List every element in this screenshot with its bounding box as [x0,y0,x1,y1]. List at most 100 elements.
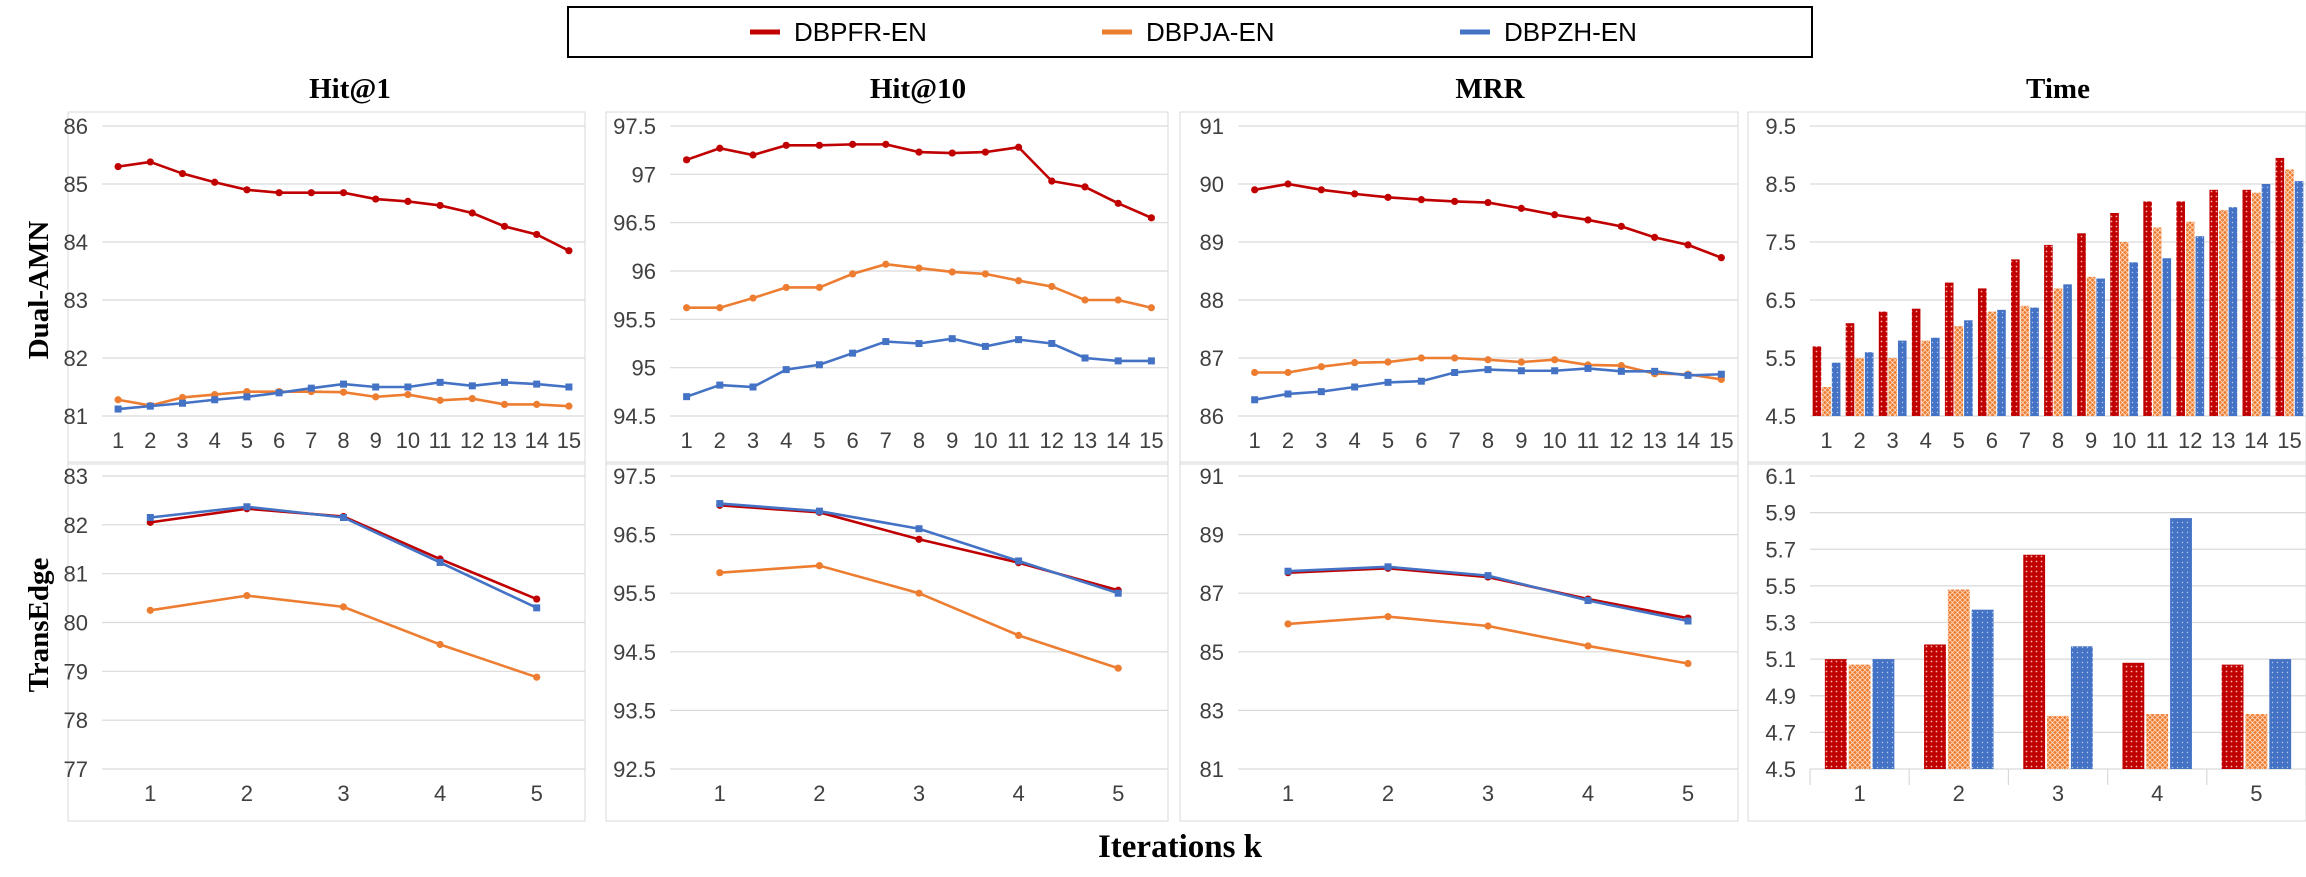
bar-dbpfr-en [2110,213,2119,416]
y-tick-label: 81 [1200,757,1224,782]
bar-dbpzh-en [2096,278,2105,416]
line-dbpfr-en [719,504,1119,592]
line-dbpfr-en [1254,182,1722,259]
point-dbpzh-en [1684,371,1692,379]
y-tick-label: 95.5 [613,307,656,332]
bar-dbpfr-en [1924,644,1946,769]
point-dbpzh-en [565,383,573,391]
point-dbpzh-en [307,384,315,392]
line-dbpja-en [719,564,1119,670]
bar-dbpzh-en [1997,309,2006,416]
row-label-transedge: TransEdge [23,557,55,692]
bar-dbpja-en [2053,288,2063,416]
y-tick-label: 81 [64,404,88,429]
x-tick-label: 4 [209,428,221,453]
x-tick-label: 1 [1853,781,1865,806]
point-dbpja-en [146,606,154,614]
y-tick-label: 9.5 [1765,114,1796,139]
panel-frame [1179,111,1739,465]
point-dbpja-en [243,592,251,600]
x-tick-label: 15 [557,428,581,453]
point-dbpfr-en [915,148,923,156]
x-tick-label: 8 [913,428,925,453]
x-tick-label: 6 [1986,428,1998,453]
bar-dbpja-en [2252,192,2261,416]
point-dbpzh-en [915,525,923,533]
point-dbpzh-en [815,507,823,515]
bar-dbpfr-en [2176,201,2185,416]
line-dbpfr-en [117,160,570,252]
point-dbpja-en [1147,304,1155,312]
point-dbpzh-en [404,383,412,391]
point-dbpja-en [372,393,380,401]
y-tick-label: 81 [64,562,88,587]
y-tick-label: 85 [1200,640,1224,665]
point-dbpfr-en [275,189,283,197]
x-tick-label: 13 [492,428,516,453]
bar-dbpfr-en [2242,189,2252,416]
point-dbpfr-en [1417,196,1425,204]
point-dbpzh-en [501,378,508,386]
point-dbpzh-en [1015,557,1023,565]
x-tick-label: 4 [1582,781,1594,806]
x-tick-label: 5 [1682,781,1694,806]
point-dbpja-en [1417,354,1425,362]
panel-frame [605,111,1169,465]
y-tick-label: 83 [1200,698,1224,723]
legend-label: DBPFR-EN [794,17,927,47]
point-dbpfr-en [915,535,923,543]
x-tick-label: 14 [1106,428,1130,453]
x-tick-label: 4 [1349,428,1361,453]
x-tick-label: 9 [946,428,958,453]
x-tick-label: 5 [1382,428,1394,453]
point-dbpja-en [1284,368,1292,377]
point-dbpja-en [1517,358,1525,366]
point-dbpfr-en [782,141,790,149]
y-tick-label: 83 [64,288,88,313]
x-tick-label: 9 [2085,428,2097,453]
point-dbpfr-en [468,209,476,217]
column-title-hit1: Hit@1 [309,73,391,105]
point-dbpfr-en [243,186,251,194]
point-dbpja-en [1384,358,1392,366]
point-dbpzh-en [1484,572,1492,580]
point-dbpzh-en [1684,617,1692,625]
y-tick-label: 91 [1200,114,1224,139]
point-dbpja-en [948,268,956,276]
bar-dbpja-en [2047,715,2069,769]
point-dbpja-en [436,396,444,404]
bar-dbpfr-en [2023,554,2046,769]
point-dbpzh-en [716,500,724,508]
bar-dbpzh-en [1971,609,1994,769]
bar-dbpja-en [2119,242,2129,416]
y-tick-label: 95 [632,356,656,381]
bar-dbpfr-en [2011,259,2020,416]
y-tick-label: 91 [1200,464,1224,489]
y-tick-label: 80 [64,611,88,636]
point-dbpja-en [114,396,122,404]
x-tick-label: 11 [2146,428,2169,453]
bar-dbpja-en [1848,664,1871,769]
bar-dbpzh-en [2261,184,2271,416]
y-tick-label: 97.5 [613,114,656,139]
point-dbpzh-en [849,349,857,357]
panel-frame [605,461,1169,822]
x-tick-label: 14 [2244,428,2268,453]
point-dbpfr-en [882,140,890,148]
y-tick-label: 5.7 [1765,537,1796,562]
x-tick-label: 10 [396,428,420,453]
panel-frame [1747,111,2306,465]
x-tick-label: 7 [305,428,317,453]
bar-dbpzh-en [1897,340,1907,416]
y-tick-label: 8.5 [1765,172,1796,197]
point-dbpfr-en [1717,254,1725,262]
bar-dbpfr-en [2221,664,2244,769]
bar-dbpzh-en [2162,258,2172,416]
bar-dbpzh-en [2070,646,2093,769]
point-dbpzh-en [1015,336,1023,344]
point-dbpja-en [782,283,790,292]
point-dbpzh-en [243,393,251,401]
point-dbpja-en [339,388,348,396]
